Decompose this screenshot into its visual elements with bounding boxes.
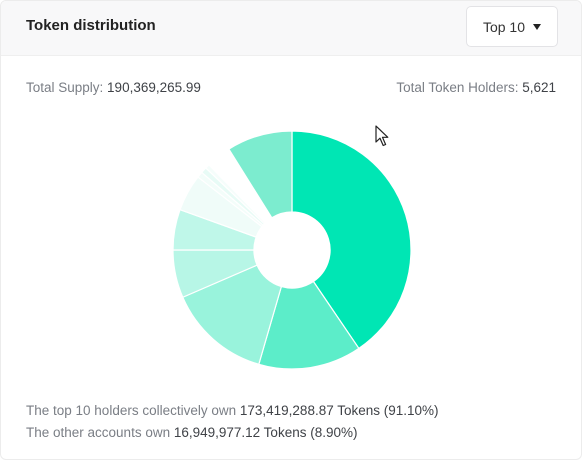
total-holders-value: 5,621	[522, 80, 556, 95]
top-holders-summary-value: 173,419,288.87 Tokens (91.10%)	[239, 403, 439, 418]
donut-slice-1[interactable]	[291, 130, 412, 350]
donut-slice-3[interactable]	[181, 264, 283, 366]
mouse-cursor-icon	[375, 125, 389, 147]
card-title: Token distribution	[26, 17, 156, 34]
donut-slice-11[interactable]	[228, 130, 293, 219]
other-accounts-summary: The other accounts own 16,949,977.12 Tok…	[26, 425, 357, 440]
total-supply: Total Supply: 190,369,265.99	[26, 80, 201, 95]
top-holders-select-label: Top 10	[482, 18, 526, 35]
other-accounts-summary-prefix: The other accounts own	[26, 425, 174, 440]
caret-down-icon	[533, 24, 542, 30]
other-accounts-summary-value: 16,949,977.12 Tokens (8.90%)	[173, 425, 358, 440]
total-supply-value: 190,369,265.99	[107, 80, 201, 95]
total-supply-label: Total Supply:	[26, 80, 108, 95]
donut-slice-2[interactable]	[258, 280, 360, 370]
top-holders-summary: The top 10 holders collectively own 173,…	[26, 403, 439, 418]
token-distribution-donut-chart	[172, 130, 412, 370]
top-holders-select[interactable]: Top 10	[466, 6, 558, 47]
total-holders-label: Total Token Holders:	[396, 80, 523, 95]
top-holders-summary-prefix: The top 10 holders collectively own	[26, 403, 240, 418]
card-header: Token distribution Top 10	[1, 1, 581, 56]
total-token-holders: Total Token Holders: 5,621	[396, 80, 556, 95]
